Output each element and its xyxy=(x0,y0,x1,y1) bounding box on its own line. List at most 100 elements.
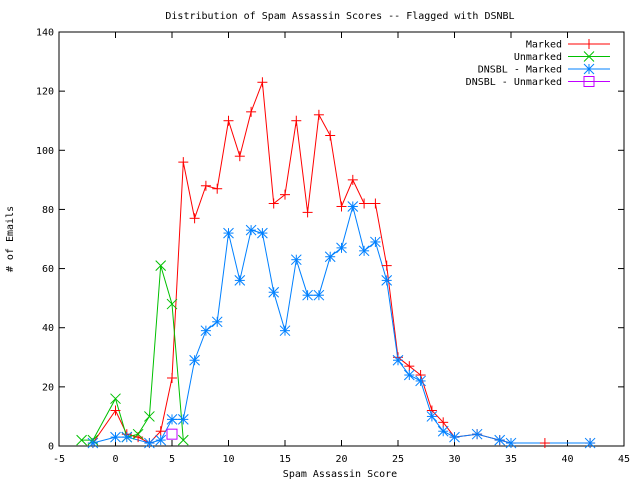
data-point xyxy=(234,151,245,162)
data-point xyxy=(505,437,517,449)
data-point xyxy=(212,183,223,194)
data-point xyxy=(144,437,155,449)
data-point xyxy=(167,372,177,383)
y-tick-label: 60 xyxy=(42,264,54,275)
data-point xyxy=(290,254,302,266)
x-tick-label: 15 xyxy=(279,454,291,465)
data-point xyxy=(437,425,449,437)
y-tick-label: 140 xyxy=(36,28,54,39)
legend-label: DNSBL - Unmarked xyxy=(466,77,562,88)
x-tick-label: 10 xyxy=(222,454,234,465)
data-point xyxy=(426,411,438,422)
plot-area-frame xyxy=(58,31,625,447)
data-point xyxy=(155,426,166,437)
x-tick-label: 45 xyxy=(618,454,630,465)
data-point xyxy=(87,437,99,449)
y-tick-label: 80 xyxy=(42,205,54,216)
data-point xyxy=(166,414,178,425)
data-point xyxy=(336,201,347,212)
x-tick-label: 20 xyxy=(335,454,347,465)
legend-swatch-marker xyxy=(584,39,594,49)
data-point xyxy=(200,325,212,337)
series-line-3 xyxy=(92,204,591,444)
data-point xyxy=(381,260,392,271)
legend-swatch-marker xyxy=(583,51,595,62)
y-tick-label: 20 xyxy=(42,382,54,393)
data-point xyxy=(110,393,121,405)
y-tick-label: 120 xyxy=(36,87,54,98)
data-point xyxy=(494,434,506,446)
data-point xyxy=(404,361,415,372)
data-point xyxy=(110,405,121,416)
x-axis-label: Spam Assassin Score xyxy=(283,469,397,480)
data-point xyxy=(438,417,449,428)
data-point xyxy=(584,437,596,449)
data-point xyxy=(313,289,325,301)
data-point xyxy=(268,198,279,209)
data-point xyxy=(200,180,211,191)
data-point xyxy=(155,260,167,271)
data-point xyxy=(403,369,415,381)
data-point xyxy=(144,411,155,422)
x-tick-label: 30 xyxy=(448,454,460,465)
data-point xyxy=(359,198,370,209)
data-point xyxy=(471,428,483,440)
data-point xyxy=(166,298,178,310)
legend-label: Marked xyxy=(526,40,562,51)
data-point xyxy=(370,198,381,209)
data-point xyxy=(121,431,133,443)
data-point xyxy=(325,130,336,141)
data-point xyxy=(415,375,426,387)
data-point xyxy=(166,428,178,440)
legend-swatch-marker xyxy=(583,76,595,87)
data-point xyxy=(246,106,257,117)
legend-swatch-marker xyxy=(583,63,595,75)
data-point xyxy=(347,174,358,185)
series-line-2 xyxy=(81,265,184,441)
x-tick-label: 25 xyxy=(392,454,404,465)
data-point xyxy=(245,224,257,236)
data-point xyxy=(358,245,370,257)
x-tick-label: 0 xyxy=(112,454,118,465)
data-point xyxy=(370,236,381,248)
data-point xyxy=(336,242,347,254)
data-point xyxy=(189,354,200,366)
y-tick-label: 0 xyxy=(48,442,54,453)
x-axis: -5 0 5 10 15 20 25 30 35 40 45 xyxy=(53,32,630,465)
data-point xyxy=(211,316,223,328)
legend-label: Unmarked xyxy=(514,52,562,63)
y-axis-label: # of Emails xyxy=(5,206,16,272)
data-point xyxy=(392,354,404,366)
data-point xyxy=(132,428,144,440)
data-point xyxy=(279,325,291,337)
x-tick-label: 5 xyxy=(169,454,175,465)
data-point xyxy=(178,157,189,168)
data-point xyxy=(268,286,280,298)
data-point xyxy=(449,431,460,443)
data-point xyxy=(257,227,268,239)
x-tick-label: -5 xyxy=(53,454,65,465)
y-tick-label: 100 xyxy=(36,146,54,157)
data-point xyxy=(234,275,246,286)
x-tick-label: 40 xyxy=(561,454,573,465)
data-point xyxy=(223,115,234,126)
x-tick-label: 35 xyxy=(505,454,517,465)
data-point xyxy=(302,207,313,218)
data-point xyxy=(155,434,167,446)
data-point xyxy=(223,227,234,239)
data-point xyxy=(539,438,550,449)
data-point xyxy=(177,414,189,425)
y-tick-label: 40 xyxy=(42,323,54,334)
legend-label: DNSBL - Marked xyxy=(478,65,562,76)
series-markers xyxy=(76,77,596,449)
data-point xyxy=(313,109,324,120)
data-point xyxy=(177,434,189,446)
data-point xyxy=(347,201,359,212)
data-point xyxy=(302,289,313,301)
data-point xyxy=(189,213,200,224)
data-point xyxy=(76,434,87,446)
data-point xyxy=(257,77,268,88)
y-axis: 0 20 40 60 80 100 120 140 xyxy=(36,28,624,453)
